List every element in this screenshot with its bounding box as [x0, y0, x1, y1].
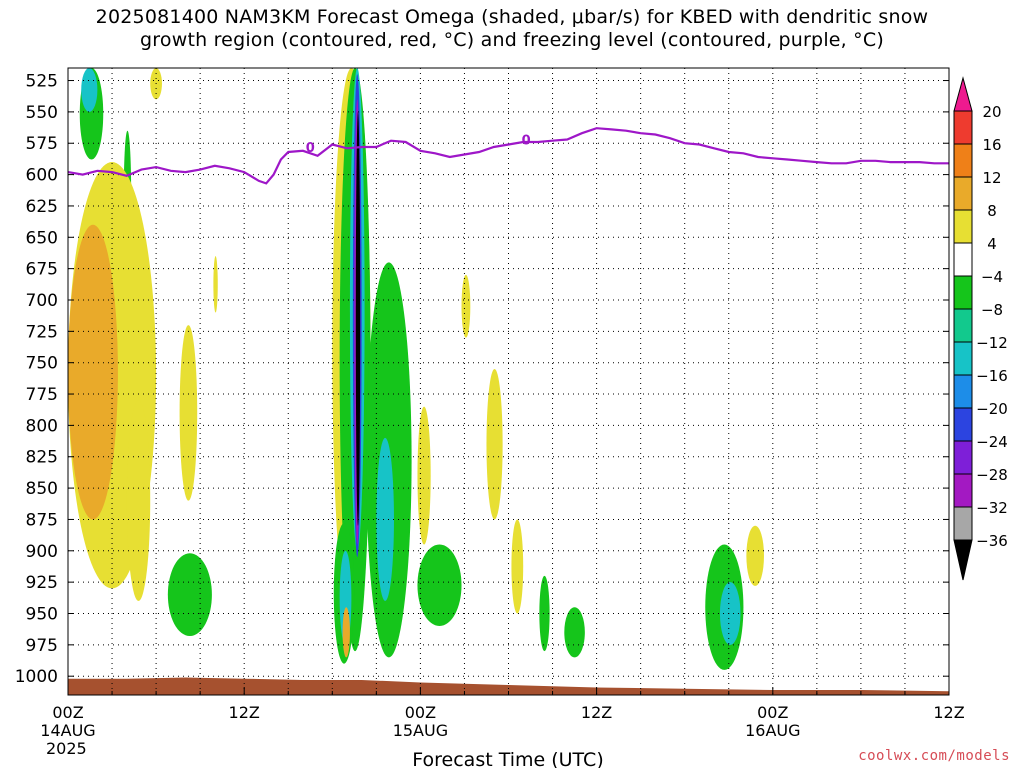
y-tick-label-775: 775 [26, 385, 58, 405]
freezing-level-label-0: 0 [306, 141, 315, 156]
omega-region-21 [417, 406, 431, 545]
omega-region-26 [539, 575, 550, 652]
pressure-axis: 525 550 575 600 625 650 675 700 725 750 775 800 825 8… [15, 72, 949, 687]
y-tick-label-825: 825 [26, 448, 58, 468]
colorbar-bin-7 [953, 308, 973, 343]
colorbar-label-6: −8 [981, 301, 1003, 319]
freezing-level-contour: 00 [67, 127, 949, 185]
colorbar-bin-1 [953, 110, 973, 145]
colorbar-bin-12 [953, 473, 973, 508]
colorbar-label-13: −36 [976, 532, 1008, 550]
x-date-label-0: 14AUG [40, 721, 95, 740]
omega-region-18 [342, 607, 350, 658]
omega-region-30 [746, 525, 764, 586]
colorbar-bin-2 [953, 143, 973, 178]
y-tick-label-800: 800 [26, 416, 58, 436]
x-tick-label-48: 00Z [757, 703, 788, 722]
omega-region-15 [355, 111, 361, 526]
omega-region-25 [511, 519, 524, 614]
x-tick-label-12: 12Z [229, 703, 260, 722]
omega-region-20 [376, 437, 394, 601]
y-tick-label-625: 625 [26, 197, 58, 217]
omega-region-6 [126, 400, 151, 601]
y-tick-label-925: 925 [26, 573, 58, 593]
colorbar-label-5: −4 [981, 268, 1003, 286]
y-tick-label-975: 975 [26, 636, 58, 656]
colorbar-label-2: 12 [982, 169, 1001, 187]
y-tick-label-700: 700 [26, 291, 58, 311]
y-tick-label-875: 875 [26, 510, 58, 530]
y-tick-label-725: 725 [26, 322, 58, 342]
colorbar-bin-6 [953, 275, 973, 310]
colorbar-bin-3 [953, 176, 973, 211]
colorbar-bin-10 [953, 407, 973, 442]
omega-region-24 [486, 368, 503, 520]
colorbar-label-0: 20 [982, 103, 1001, 121]
y-tick-label-525: 525 [26, 72, 58, 92]
omega-region-1 [81, 68, 98, 112]
omega-region-9 [167, 553, 212, 637]
colorbar-label-10: −24 [976, 433, 1008, 451]
x-date-label-48: 16AUG [745, 721, 800, 740]
omega-region-22 [417, 544, 462, 627]
y-tick-label-850: 850 [26, 479, 58, 499]
colorbar-bin-8 [953, 341, 973, 376]
colorbar-bin-5 [953, 242, 973, 277]
y-tick-label-650: 650 [26, 228, 58, 248]
freezing-level-label-1: 0 [522, 133, 531, 148]
y-tick-label-575: 575 [26, 134, 58, 154]
freezing-level-line [67, 127, 949, 185]
y-tick-label-675: 675 [26, 260, 58, 280]
colorbar-label-11: −28 [976, 466, 1008, 484]
x-tick-label-24: 00Z [405, 703, 436, 722]
y-tick-label-950: 950 [26, 604, 58, 624]
x-date-label-24: 15AUG [393, 721, 448, 740]
x-tick-label-36: 12Z [581, 703, 612, 722]
colorbar-label-4: 4 [987, 235, 997, 253]
omega-shading [68, 67, 764, 670]
y-tick-label-550: 550 [26, 103, 58, 123]
omega-colorbar: 20 16 12 8 4 −4 −8 −12 −16 −20 −24 −28 −32 −36 [953, 76, 1008, 581]
colorbar-bin-4 [953, 209, 973, 244]
terrain-area [68, 677, 949, 695]
colorbar-label-1: 16 [982, 136, 1001, 154]
x-year-label-0: 2025 [46, 739, 87, 758]
grid-lines [68, 68, 949, 695]
y-tick-label-600: 600 [26, 166, 58, 186]
colorbar-bin-13 [953, 506, 973, 541]
omega-region-23 [461, 274, 471, 338]
x-tick-label-0: 00Z [52, 703, 83, 722]
credit-link[interactable]: coolwx.com/models [858, 748, 1010, 764]
colorbar-bin-11 [953, 440, 973, 475]
y-tick-label-900: 900 [26, 542, 58, 562]
colorbar-bin-9 [953, 374, 973, 409]
omega-region-7 [179, 325, 198, 501]
omega-region-29 [719, 582, 741, 645]
chart-title: 2025081400 NAM3KM Forecast Omega (shaded… [95, 6, 929, 51]
colorbar-label-8: −16 [976, 367, 1008, 385]
omega-region-8 [213, 256, 218, 313]
colorbar-label-12: −32 [976, 499, 1008, 517]
colorbar-bottom-arrow [953, 539, 973, 581]
colorbar-label-3: 8 [987, 202, 997, 220]
colorbar-top-arrow [953, 76, 973, 112]
terrain-layer [68, 677, 949, 695]
y-tick-label-1000: 1000 [15, 667, 58, 687]
colorbar-label-9: −20 [976, 400, 1008, 418]
y-tick-label-750: 750 [26, 354, 58, 374]
omega-region-27 [564, 607, 585, 658]
x-tick-label-60: 12Z [933, 703, 964, 722]
omega-region-5 [68, 224, 118, 520]
colorbar-label-7: −12 [976, 334, 1008, 352]
x-axis-title: Forecast Time (UTC) [412, 749, 603, 768]
